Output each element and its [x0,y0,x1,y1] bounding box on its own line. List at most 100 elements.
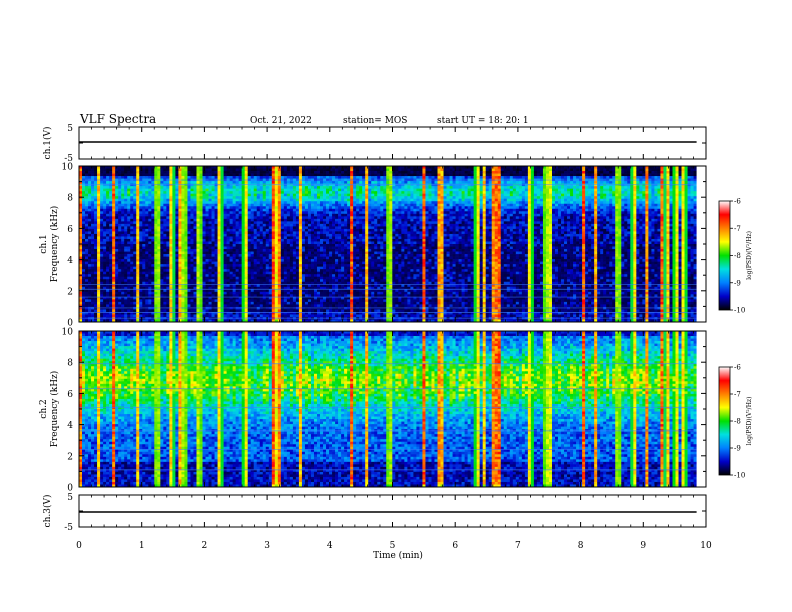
spectrogram-cell [226,319,230,323]
spectrogram-cell [223,218,227,222]
spectrogram-cell [268,284,273,288]
spectrogram-cell [157,289,161,293]
spectrogram-cell [217,266,221,270]
spectrogram-cell [283,286,288,290]
spectrogram-cell [148,286,152,290]
spectrogram-cell [196,226,200,230]
spectrogram-cell [112,211,116,215]
spectrogram-cell [88,276,92,280]
spectrogram-cell [106,279,110,283]
spectrogram-cell [223,319,227,323]
spectrogram-cell [100,301,104,305]
spectrogram-cell [226,244,230,247]
spectrogram-cell [187,294,191,298]
spectrogram-cell [172,193,176,197]
spectrogram-cell [121,186,125,189]
spectrogram-cell [277,301,282,305]
spectrogram-cell [317,301,321,305]
spectrogram-cell [241,319,246,323]
spectrogram-cell [97,284,101,288]
spectrogram-cell [205,254,209,257]
spectrogram-cell [226,246,230,250]
spectrogram-cell [244,299,249,303]
spectrogram-cell [317,266,321,270]
spectrogram-cell [265,218,270,222]
spectrogram-cell [148,213,152,217]
spectrogram-cell [106,249,110,252]
spectrogram-cell [82,279,86,283]
spectrogram-cell [94,244,98,247]
spectrogram-cell [286,168,291,172]
spectrogram-cell [85,276,89,280]
spectrogram-cell [151,176,155,179]
spectrogram-cell [250,188,255,192]
spectrogram-cell [235,211,240,215]
spectrogram-cell [286,291,291,295]
spectrogram-cell [172,186,176,189]
spectrogram-cell [142,306,146,310]
spectrogram-cell [199,203,203,207]
spectrogram-cell [79,173,83,177]
spectrogram-cell [226,176,230,179]
spectrogram-cell [286,246,291,250]
spectrogram-cell [106,193,110,197]
spectrogram-cell [310,271,315,275]
spectrogram-cell [148,249,152,252]
spectrogram-cell [301,311,306,315]
spectrogram-cell [190,256,194,260]
spectrogram-cell [82,259,86,262]
spectrogram-cell [262,244,267,247]
spectrogram-cell [247,301,252,305]
spectrogram-cell [235,251,240,255]
spectrogram-cell [172,166,176,169]
spectrogram-cell [280,198,285,202]
spectrogram-cell [160,301,164,305]
spectrogram-cell [292,171,297,174]
spectrogram-cell [166,206,170,210]
spectrogram-cell [82,181,86,184]
spectrogram-cell [130,301,134,305]
spectrogram-cell [283,244,288,247]
spectrogram-cell [85,203,89,207]
spectrogram-cell [178,311,182,315]
spectrogram-cell [154,246,158,250]
spectrogram-cell [295,299,300,303]
spectrogram-cell [208,299,212,303]
spectrogram-cell [85,201,89,205]
spectrogram-cell [229,231,233,235]
spectrogram-cell [286,274,291,278]
spectrogram-cell [274,173,279,177]
spectrogram-cell [181,289,185,293]
spectrogram-cell [154,301,158,305]
spectrogram-cell [235,246,240,250]
spectrogram-cell [193,206,197,210]
spectrogram-cell [196,314,200,318]
spectrogram-cell [277,261,282,265]
spectrogram-cell [112,216,116,220]
spectrogram-cell [277,238,282,242]
spectrogram-cell [94,291,98,295]
spectrogram-cell [79,271,83,275]
spectrogram-cell [292,236,297,240]
spectrogram-cell [94,256,98,260]
spectrogram-cell [160,233,164,237]
spectrogram-cell [106,213,110,217]
spectrogram-cell [232,261,237,265]
spectrogram-cell [277,269,282,273]
spectrogram-cell [163,176,167,179]
spectrogram-cell [304,171,309,174]
spectrogram-cell [130,311,134,315]
spectrogram-cell [151,311,155,315]
spectrogram-cell [118,279,122,283]
spectrogram-cell [187,309,191,313]
spectrogram-cell [133,289,137,293]
spectrogram-cell [208,168,212,172]
spectrogram-cell [145,191,149,195]
spectrogram-cell [106,296,110,300]
spectrogram-cell [208,281,212,285]
spectrogram-cell [106,266,110,270]
spectrogram-cell [298,304,303,308]
spectrogram-cell [292,259,297,262]
spectrogram-cell [151,208,155,212]
spectrogram-cell [85,271,89,275]
